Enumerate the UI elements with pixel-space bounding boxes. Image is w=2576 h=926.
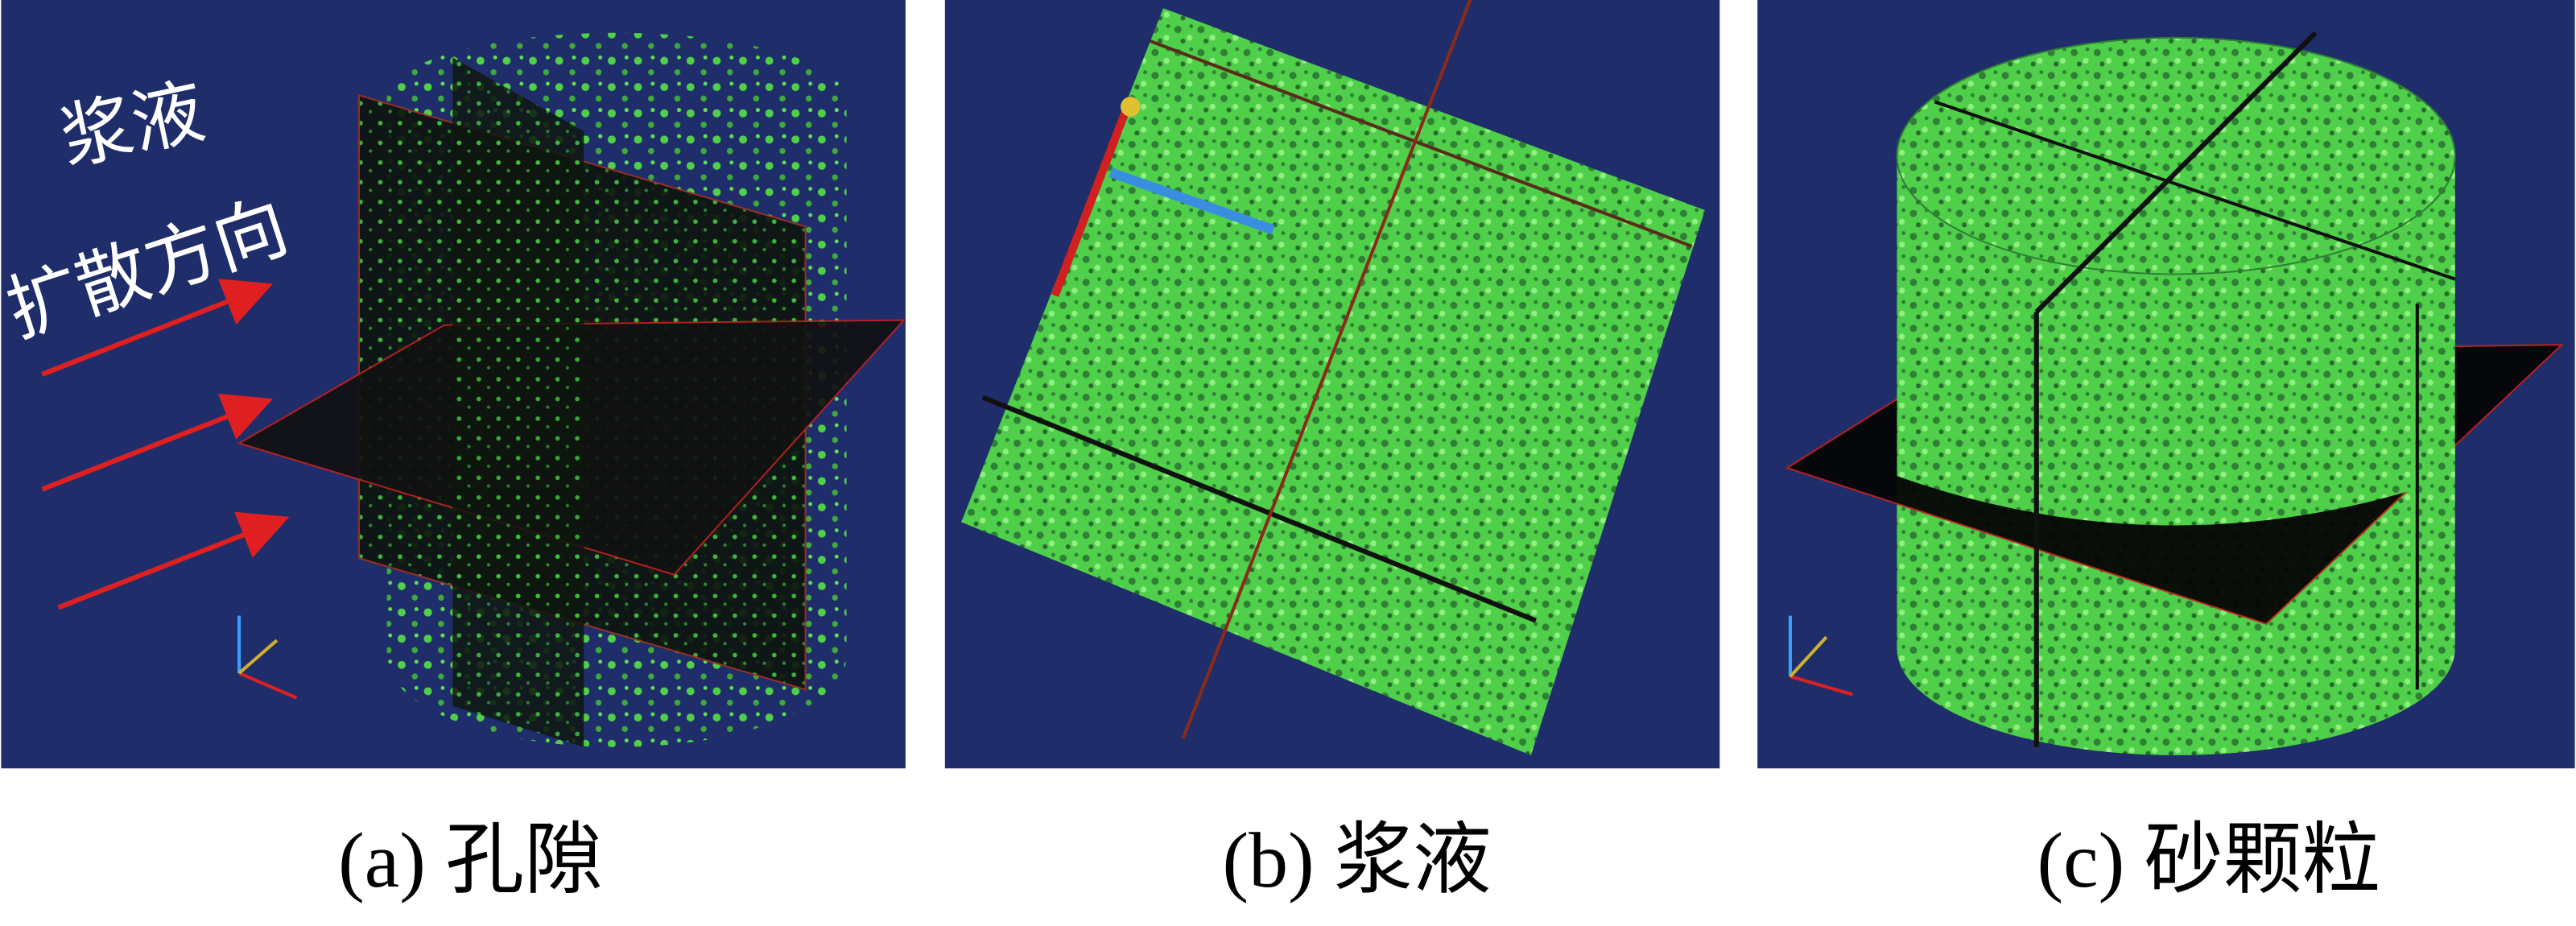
axis-x bbox=[238, 672, 298, 700]
diffusion-arrow bbox=[41, 279, 274, 377]
axis-z bbox=[237, 639, 279, 675]
slurry-volume bbox=[961, 8, 1705, 755]
slice-line bbox=[1150, 39, 1693, 248]
panel-a: 浆液 扩散方向 bbox=[0, 0, 906, 769]
axis-z bbox=[1789, 635, 1828, 678]
axis-z bbox=[1108, 167, 1275, 235]
diffusion-arrow bbox=[57, 511, 290, 610]
caption: (c) 砂颗粒 bbox=[2037, 817, 2381, 904]
axis-x bbox=[1790, 675, 1853, 697]
cross-plane bbox=[452, 57, 584, 747]
slice-line bbox=[2034, 31, 2318, 314]
axis-triad bbox=[1788, 615, 1853, 697]
axis-triad bbox=[237, 615, 298, 700]
axis-x bbox=[1051, 97, 1135, 297]
caption: (b) 浆液 bbox=[1222, 817, 1491, 904]
slice-line bbox=[981, 395, 1538, 623]
caption: (a) 孔隙 bbox=[338, 817, 603, 904]
axis-origin bbox=[1121, 97, 1141, 117]
panel-b bbox=[944, 0, 1720, 769]
diffusion-arrow bbox=[41, 393, 274, 492]
slice-line bbox=[1934, 100, 2456, 281]
cylinder-top bbox=[1896, 36, 2456, 275]
panel-c bbox=[1757, 0, 2575, 769]
axis-line bbox=[1181, 0, 1472, 740]
